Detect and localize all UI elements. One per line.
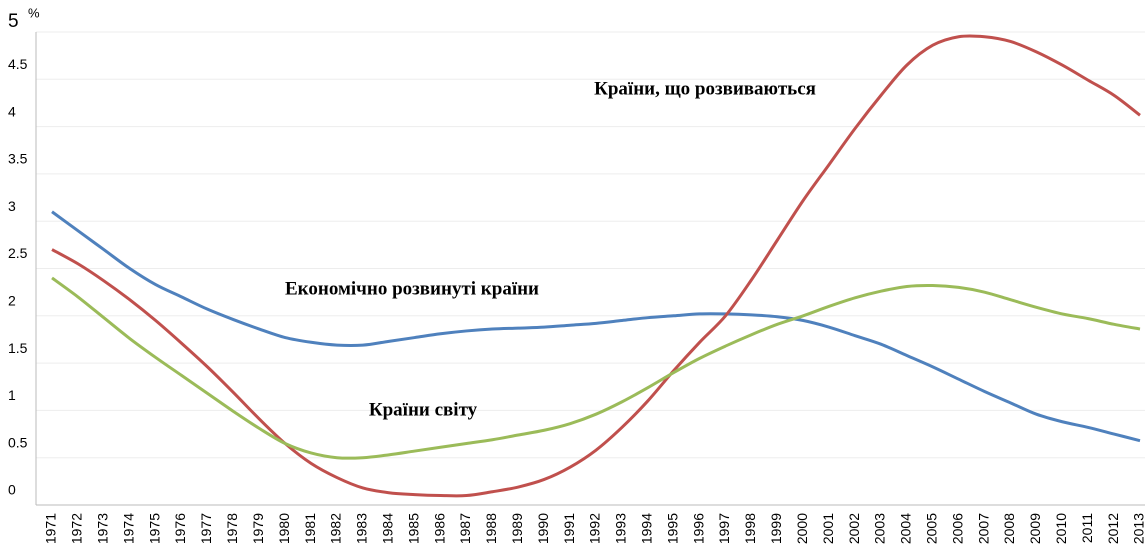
line bbox=[51, 34, 1141, 498]
y-axis-label: % bbox=[28, 5, 40, 20]
x-tick-label: 2012 bbox=[1105, 513, 1121, 544]
x-tick-label: 1972 bbox=[69, 513, 85, 544]
x-tick-label: 1994 bbox=[639, 513, 655, 544]
x-tick-label: 2011 bbox=[1079, 513, 1095, 543]
x-tick-label: 1983 bbox=[354, 513, 370, 544]
x-tick-label: 1986 bbox=[431, 513, 447, 544]
x-tick-label: 1987 bbox=[457, 513, 473, 544]
x-tick-label: 2007 bbox=[975, 513, 991, 544]
x-tick-label: 1999 bbox=[768, 513, 784, 544]
x-tick-label: 1995 bbox=[664, 513, 680, 544]
x-tick-label: 1979 bbox=[250, 513, 266, 544]
x-tick-label: 1992 bbox=[587, 513, 603, 544]
x-tick-label: 2013 bbox=[1131, 513, 1147, 544]
x-tick-label: 1984 bbox=[379, 513, 395, 544]
x-tick-label: 2003 bbox=[872, 513, 888, 544]
series-label: Країни, що розвиваються bbox=[594, 78, 816, 99]
x-tick-label: 1975 bbox=[146, 513, 162, 544]
y-tick-label: 4 bbox=[8, 103, 16, 119]
y-tick-label: 2 bbox=[8, 293, 16, 309]
x-tick-label: 2005 bbox=[923, 513, 939, 544]
x-tick-label: 1990 bbox=[535, 513, 551, 544]
series-label: Економічно розвинуті країни bbox=[285, 278, 539, 299]
x-tick-label: 1977 bbox=[198, 513, 214, 544]
x-tick-label: 2000 bbox=[794, 513, 810, 544]
x-tick-label: 2002 bbox=[846, 513, 862, 544]
x-tick-label: 1985 bbox=[405, 513, 421, 544]
x-tick-label: 1974 bbox=[120, 513, 136, 544]
y-tick-label: 5 bbox=[8, 11, 19, 32]
x-tick-label: 1982 bbox=[328, 513, 344, 544]
x-tick-label: 2009 bbox=[1027, 513, 1043, 544]
line bbox=[51, 210, 1141, 443]
x-tick-label: 1993 bbox=[613, 513, 629, 544]
y-tick-label: 1 bbox=[8, 387, 16, 403]
x-tick-label: 2001 bbox=[820, 513, 836, 544]
x-tick-label: 1976 bbox=[172, 513, 188, 544]
y-tick-label: 1.5 bbox=[8, 340, 28, 356]
x-tick-label: 2010 bbox=[1053, 513, 1069, 544]
y-tick-label: 3.5 bbox=[8, 151, 28, 167]
x-tick-label: 1997 bbox=[716, 513, 732, 544]
x-tick-label: 2004 bbox=[898, 513, 914, 544]
x-tick-label: 1991 bbox=[561, 513, 577, 544]
y-tick-label: 2.5 bbox=[8, 245, 28, 261]
x-tick-label: 1996 bbox=[690, 513, 706, 544]
x-tick-label: 1978 bbox=[224, 513, 240, 544]
y-tick-label: 4.5 bbox=[8, 56, 28, 72]
x-tick-label: 1998 bbox=[742, 513, 758, 544]
x-tick-label: 2008 bbox=[1001, 513, 1017, 544]
y-tick-label: 0.5 bbox=[8, 434, 28, 450]
x-tick-label: 1981 bbox=[302, 513, 318, 544]
x-tick-label: 1989 bbox=[509, 513, 525, 544]
y-tick-label: 0 bbox=[8, 482, 16, 498]
x-tick-label: 1973 bbox=[95, 513, 111, 544]
series-label: Країни світу bbox=[369, 399, 478, 420]
x-tick-label: 1971 bbox=[43, 513, 59, 544]
x-tick-label: 1988 bbox=[483, 513, 499, 544]
x-tick-label: 1980 bbox=[276, 513, 292, 544]
line bbox=[51, 276, 1141, 460]
y-tick-label: 3 bbox=[8, 198, 16, 214]
x-tick-label: 2006 bbox=[949, 513, 965, 544]
